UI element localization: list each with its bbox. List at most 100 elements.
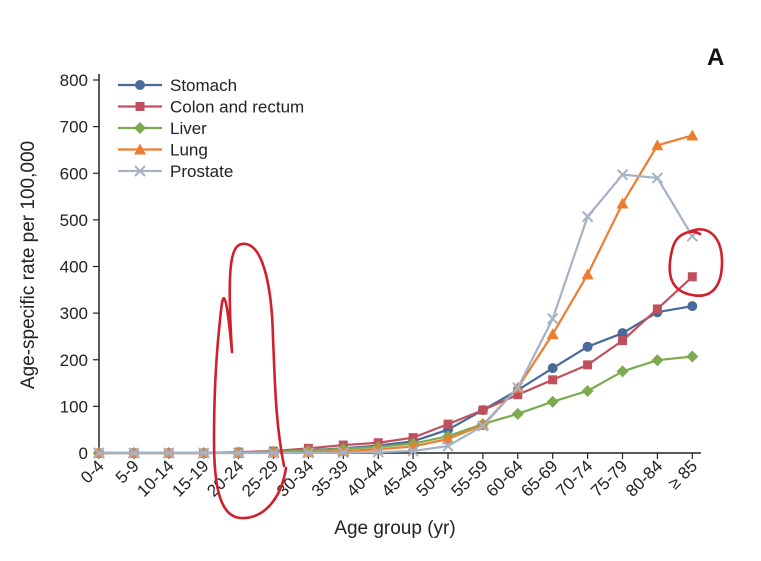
x-tick-label: 80-84 — [622, 456, 666, 500]
data-point-stomach — [547, 363, 558, 374]
data-point-lung — [651, 139, 664, 151]
x-tick-label: 70-74 — [552, 456, 596, 500]
data-point-prostate-stroke — [616, 168, 629, 181]
data-point-prostate — [372, 446, 384, 458]
y-tick-label: 0 — [79, 444, 88, 463]
data-point-prostate — [302, 447, 315, 459]
x-tick-label: 10-14 — [133, 456, 177, 500]
legend-label: Lung — [170, 141, 208, 160]
data-point-prostate — [163, 447, 175, 459]
data-point-prostate — [93, 447, 105, 459]
data-point-liver — [616, 365, 629, 378]
legend-label: Prostate — [170, 162, 233, 181]
legend-marker — [134, 143, 146, 155]
data-point-colon-and-rectum — [618, 336, 627, 346]
data-point-prostate — [442, 440, 454, 452]
legend-label: Liver — [170, 119, 207, 138]
x-tick-label: 50-54 — [413, 456, 457, 500]
data-point-colon-and-rectum — [583, 360, 593, 370]
x-tick-label: 40-44 — [343, 456, 387, 500]
legend-label: Stomach — [170, 76, 237, 95]
annotation-circle-oldest-age — [668, 228, 724, 298]
data-point-prostate-stroke — [477, 420, 489, 432]
series-colon-and-rectum — [94, 272, 697, 458]
data-point-colon-and-rectum — [478, 405, 488, 415]
data-point-prostate — [232, 447, 245, 459]
data-point-prostate — [581, 210, 594, 223]
data-point-prostate-stroke — [512, 382, 524, 394]
series-line-lung — [99, 134, 693, 455]
data-point-prostate-stroke — [302, 447, 315, 459]
x-tick-label: 45-49 — [378, 456, 422, 500]
legend-marker — [134, 122, 146, 134]
data-point-liver — [651, 354, 664, 367]
data-point-prostate-stroke — [372, 446, 384, 458]
x-tick-label: 55-59 — [448, 456, 492, 500]
data-point-prostate-stroke — [337, 446, 350, 459]
legend-marker — [135, 80, 145, 90]
data-point-colon-and-rectum — [548, 375, 558, 385]
data-point-colon-and-rectum — [687, 272, 697, 282]
data-point-prostate — [546, 313, 559, 325]
panel-label: A — [707, 44, 724, 71]
y-tick-label: 200 — [60, 351, 88, 370]
data-point-colon-and-rectum — [513, 390, 523, 400]
y-axis-title: Age-specific rate per 100,000 — [18, 141, 39, 389]
data-point-prostate-stroke — [128, 447, 140, 459]
data-point-stomach — [687, 301, 698, 312]
x-tick-label: 15-19 — [168, 456, 212, 500]
data-point-prostate — [337, 446, 350, 459]
y-tick-label: 500 — [60, 211, 88, 230]
series-line-prostate — [99, 173, 694, 455]
data-point-lung — [581, 268, 594, 280]
legend-marker — [135, 102, 145, 111]
data-point-prostate-stroke — [163, 447, 175, 459]
data-point-liver — [581, 384, 594, 397]
x-tick-label: 25-29 — [238, 456, 282, 500]
data-point-prostate-stroke — [546, 313, 559, 325]
data-point-colon-and-rectum — [443, 419, 453, 429]
data-point-prostate — [407, 445, 419, 457]
legend-marker-stroke — [134, 165, 146, 177]
x-tick-label: 20-24 — [203, 456, 247, 500]
legend-item-liver: Liver — [118, 119, 207, 138]
data-point-prostate — [197, 447, 210, 459]
data-point-liver — [511, 407, 524, 420]
data-point-lung — [302, 446, 315, 458]
annotation-circle-young-ages — [212, 242, 288, 520]
x-tick-label: 60-64 — [482, 456, 526, 500]
legend-label: Colon and rectum — [170, 98, 304, 117]
y-tick-label: 800 — [60, 71, 88, 90]
data-point-prostate-stroke — [581, 210, 594, 223]
x-tick-label: ≥ 85 — [664, 456, 701, 493]
data-point-prostate-stroke — [232, 447, 245, 459]
y-tick-label: 300 — [60, 304, 88, 323]
series-line-liver — [99, 355, 693, 455]
data-point-colon-and-rectum — [652, 304, 662, 314]
data-point-liver — [546, 395, 559, 408]
legend-item-stomach: Stomach — [118, 76, 237, 95]
data-point-prostate — [128, 447, 140, 459]
x-tick-label: 75-79 — [587, 456, 631, 500]
data-point-prostate-stroke — [93, 447, 105, 459]
data-point-prostate-stroke — [407, 445, 419, 457]
data-point-lung — [546, 328, 559, 340]
series-line-colon-and-rectum — [99, 275, 694, 455]
data-point-prostate-stroke — [197, 447, 210, 459]
data-point-prostate — [651, 172, 664, 184]
data-point-prostate-stroke — [442, 440, 454, 452]
y-tick-label: 400 — [60, 258, 88, 277]
data-point-colon-and-rectum — [408, 433, 418, 443]
y-tick-label: 600 — [60, 164, 88, 183]
data-point-prostate-stroke — [267, 447, 280, 459]
data-point-prostate-stroke — [651, 172, 664, 184]
x-axis-title: Age group (yr) — [334, 518, 455, 539]
y-tick-label: 700 — [60, 118, 88, 137]
data-point-lung — [616, 197, 629, 209]
data-point-lung — [442, 433, 454, 445]
x-tick-label: 35-39 — [308, 456, 352, 500]
x-tick-label: 65-69 — [517, 456, 561, 500]
y-tick-label: 100 — [60, 397, 88, 416]
data-point-liver — [686, 350, 699, 363]
